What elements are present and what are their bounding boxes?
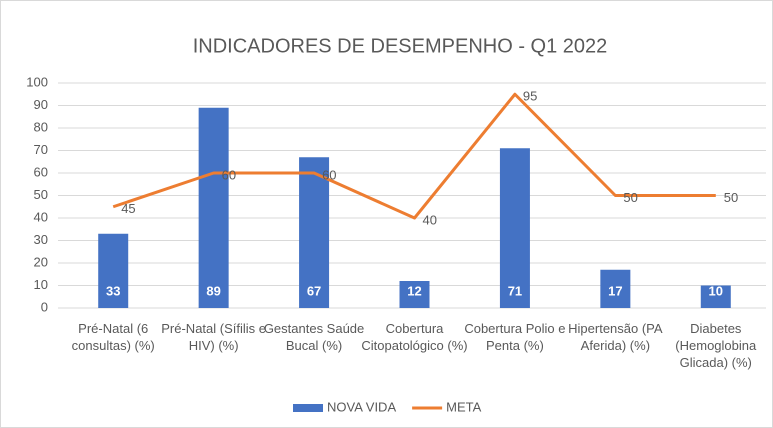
y-tick-label: 50 (34, 187, 48, 202)
y-tick-label: 30 (34, 232, 48, 247)
legend-swatch (293, 404, 323, 412)
x-tick-label: Pré-Natal (Sífilis e HIV) (%) (161, 321, 266, 353)
x-tick-label: Cobertura Citopatológico (%) (361, 321, 468, 353)
bar-value-label: 10 (709, 283, 723, 298)
line-value-label: 60 (222, 167, 236, 182)
y-tick-label: 100 (26, 74, 48, 89)
line-value-label: 95 (523, 89, 537, 104)
bar (299, 157, 330, 308)
legend-label: NOVA VIDA (327, 399, 396, 414)
x-tick-label: Pré-Natal (6 consultas) (%) (71, 321, 155, 353)
bar-value-label: 33 (106, 283, 120, 298)
y-tick-label: 90 (34, 97, 48, 112)
line-value-label: 60 (322, 167, 336, 182)
bar-value-label: 67 (307, 283, 321, 298)
y-tick-label: 20 (34, 254, 48, 269)
x-tick-label: Diabetes (Hemoglobina Glicada) (%) (675, 321, 757, 370)
y-tick-label: 60 (34, 164, 48, 179)
x-tick-label: Cobertura Polio e Penta (%) (464, 321, 566, 353)
y-tick-label: 70 (34, 142, 48, 157)
x-tick-label: Hipertensão (PA Aferida) (%) (568, 321, 663, 353)
bar (198, 107, 229, 308)
y-tick-label: 0 (41, 299, 48, 314)
bar (399, 281, 430, 308)
bar-value-label: 12 (407, 283, 421, 298)
bar-value-label: 17 (608, 283, 622, 298)
y-tick-label: 10 (34, 277, 48, 292)
bar (499, 148, 530, 308)
line-value-label: 40 (423, 212, 437, 227)
bar-value-label: 71 (508, 283, 522, 298)
x-tick-label: Gestantes Saúde Bucal (%) (263, 321, 365, 353)
line-value-label: 50 (623, 190, 637, 205)
bar (600, 269, 631, 308)
bar (700, 285, 731, 308)
line-value-label: 50 (724, 190, 738, 205)
y-tick-label: 80 (34, 119, 48, 134)
bar (98, 233, 129, 308)
chart-title: INDICADORES DE DESEMPENHO - Q1 2022 (193, 35, 608, 57)
bar-value-label: 89 (206, 283, 220, 298)
legend-label: META (446, 399, 481, 414)
line-value-label: 45 (121, 201, 135, 216)
y-tick-label: 40 (34, 209, 48, 224)
line (112, 92, 716, 220)
